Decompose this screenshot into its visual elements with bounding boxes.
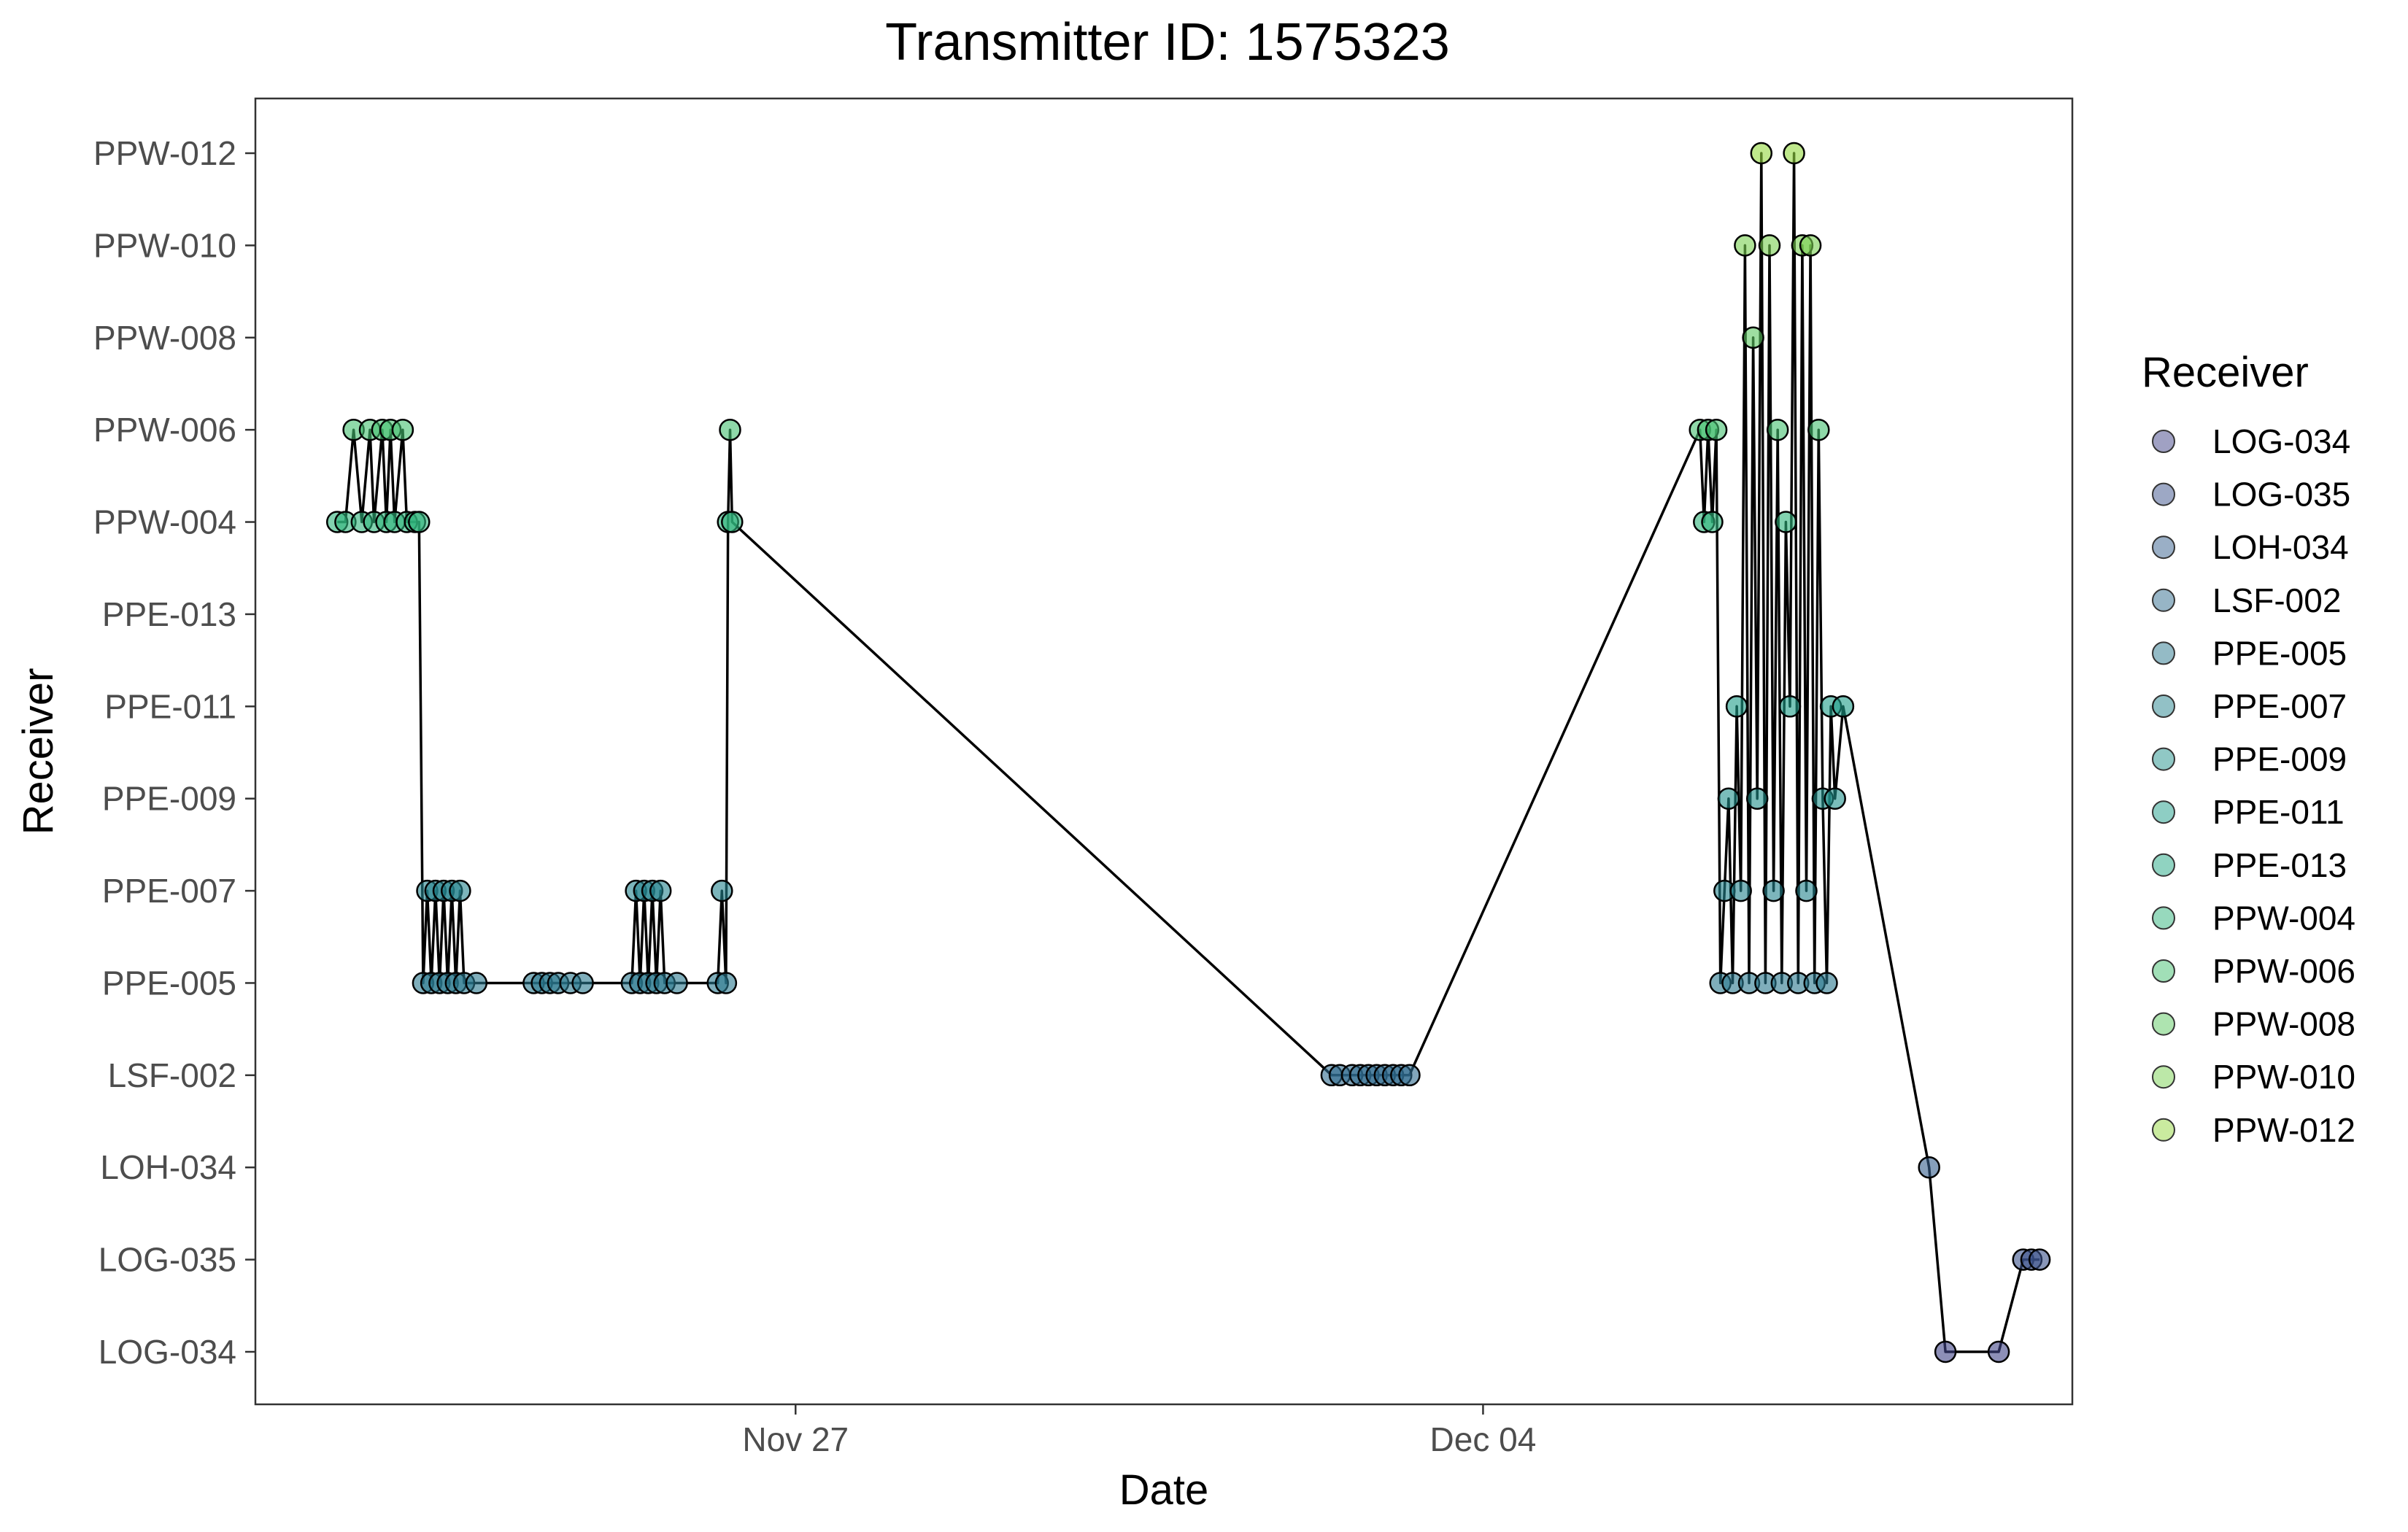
legend-label: PPW-004	[2212, 899, 2355, 937]
y-tick-label: PPE-005	[102, 964, 236, 1002]
legend-label: PPE-013	[2212, 846, 2347, 884]
y-tick-label: PPW-012	[93, 134, 236, 172]
legend-label: LOG-035	[2212, 476, 2350, 514]
detection-point	[1778, 695, 1802, 718]
detection-point	[1815, 972, 1838, 994]
detection-point	[391, 418, 414, 441]
y-tick-label: LOG-035	[99, 1241, 236, 1279]
legend-key	[2152, 800, 2175, 824]
legend-label: PPE-009	[2212, 740, 2347, 778]
x-tick-label: Nov 27	[742, 1420, 849, 1458]
detection-point	[1701, 511, 1724, 533]
legend-key	[2152, 482, 2175, 506]
legend-key	[2152, 430, 2175, 453]
y-tick-label: PPE-011	[104, 687, 236, 725]
legend-key	[2152, 1118, 2175, 1142]
legend-key	[2152, 641, 2175, 665]
detection-point	[1705, 418, 1728, 441]
detection-point	[714, 972, 738, 994]
detection-point	[465, 972, 488, 994]
y-tick-label: LOH-034	[100, 1148, 236, 1186]
legend-key	[2152, 747, 2175, 771]
legend-key	[2152, 695, 2175, 718]
detection-point	[1762, 879, 1785, 902]
detection-point	[665, 972, 688, 994]
legend-label: PPE-007	[2212, 687, 2347, 725]
detection-point	[1398, 1064, 1421, 1087]
legend-label: PPE-011	[2212, 793, 2345, 831]
detection-point	[649, 879, 672, 902]
y-tick-label: PPW-010	[93, 226, 236, 264]
y-tick-label: PPE-007	[102, 872, 236, 910]
legend-label: LOH-034	[2212, 528, 2349, 566]
x-tick-label: Dec 04	[1430, 1420, 1537, 1458]
y-tick-label: PPW-004	[93, 503, 236, 541]
detection-point	[1758, 234, 1781, 257]
detection-point	[1934, 1340, 1957, 1363]
legend-key	[2152, 906, 2175, 930]
detection-point	[1725, 695, 1748, 718]
detection-point	[408, 511, 431, 533]
legend-key	[2152, 1012, 2175, 1036]
y-tick-label: PPW-006	[93, 411, 236, 449]
detection-point	[1918, 1156, 1940, 1179]
y-axis: LOG-034 LOG-035 LOH-034 LSF-002 PPE-005 PPE-0…	[93, 134, 255, 1371]
detection-point	[1799, 234, 1822, 257]
detection-point	[1775, 511, 1797, 533]
detection-point	[1832, 695, 1855, 718]
legend-key	[2152, 1065, 2175, 1089]
detection-point	[1729, 879, 1752, 902]
x-axis: Nov 27 Dec 04	[742, 1404, 1536, 1458]
legend-key	[2152, 588, 2175, 612]
detection-point	[571, 972, 594, 994]
detection-point	[2028, 1248, 2051, 1271]
data-point-layer	[325, 142, 2051, 1363]
detection-point	[1766, 418, 1789, 441]
y-tick-label: LSF-002	[108, 1056, 236, 1094]
legend-key	[2152, 853, 2175, 877]
y-tick-label: PPW-008	[93, 319, 236, 357]
y-axis-title: Receiver	[15, 668, 62, 835]
chart-title: Transmitter ID: 1575323	[885, 13, 1450, 71]
panel-border	[254, 97, 2074, 1406]
y-tick-label: PPE-009	[102, 780, 236, 818]
legend-label: PPW-008	[2212, 1005, 2355, 1043]
legend-key	[2152, 535, 2175, 560]
legend-label: PPW-012	[2212, 1111, 2355, 1149]
detection-point	[1795, 879, 1818, 902]
legend-label: LSF-002	[2212, 581, 2341, 619]
detection-point	[721, 511, 744, 533]
detection-point	[1745, 787, 1769, 810]
detection-point	[1734, 234, 1756, 257]
detection-point	[1824, 787, 1846, 810]
legend: Receiver LOG-034 LOG-035 LOH-034 LSF-002 PPE…	[2142, 349, 2355, 1149]
detection-point	[1807, 418, 1830, 441]
x-axis-title: Date	[1119, 1466, 1209, 1514]
legend-label: PPW-010	[2212, 1058, 2355, 1096]
detection-point	[1742, 326, 1764, 349]
detection-point	[449, 879, 471, 902]
legend-key	[2152, 959, 2175, 983]
detection-point	[1987, 1340, 2010, 1363]
legend-label: LOG-034	[2212, 422, 2350, 460]
legend-label: PPW-006	[2212, 952, 2355, 990]
detection-point	[1783, 142, 1805, 165]
detection-point	[719, 418, 741, 441]
legend-title: Receiver	[2142, 349, 2309, 396]
detection-point	[711, 879, 733, 902]
y-tick-label: LOG-034	[99, 1333, 236, 1371]
y-tick-label: PPE-013	[102, 595, 236, 633]
detection-point	[1750, 142, 1773, 165]
detection-point	[1717, 787, 1740, 810]
legend-label: PPE-005	[2212, 634, 2347, 672]
